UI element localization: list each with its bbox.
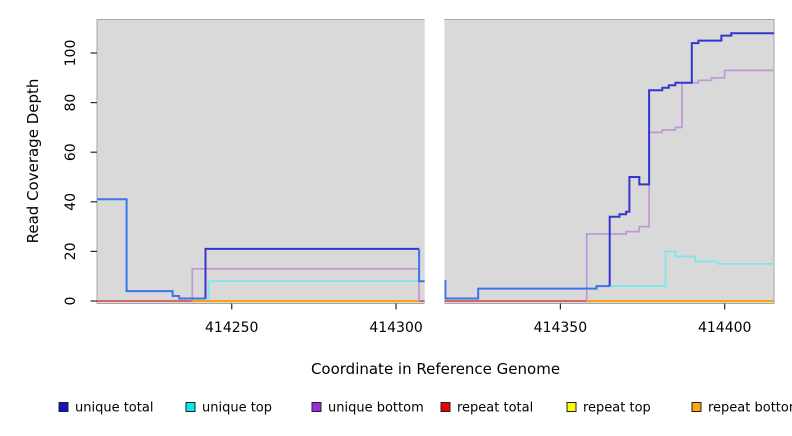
series-unique-total-mid (204, 247, 420, 299)
legend-item-unique-bottom: unique bottom (311, 401, 424, 416)
legend: unique total unique top unique bottom repea… (58, 401, 792, 416)
x-axis: 414250 414300 414350 414400 (205, 303, 751, 336)
legend-swatch (440, 402, 451, 412)
legend-item-repeat-top: repeat top (566, 401, 651, 416)
legend-swatch (311, 402, 322, 412)
x-tick-label: 414250 (205, 320, 258, 336)
y-tick-label: 40 (63, 193, 79, 211)
legend-swatch (691, 402, 702, 412)
legend-label: repeat top (583, 401, 651, 416)
series-unique-bottom-right (585, 69, 774, 301)
y-tick-label: 80 (63, 94, 79, 112)
y-tick-label: 20 (63, 242, 79, 260)
legend-swatch (58, 402, 69, 412)
y-axis: 0 20 40 60 80 100 (63, 40, 97, 306)
y-tick-label: 0 (63, 297, 79, 306)
legend-swatch (566, 402, 577, 412)
legend-label: unique bottom (328, 401, 424, 416)
y-tick-label: 60 (63, 143, 79, 161)
legend-label: unique top (202, 401, 272, 416)
series-lines (97, 32, 774, 302)
y-axis-title: Read Coverage Depth (24, 79, 42, 244)
legend-item-repeat-bottom: repeat bottom (691, 401, 792, 416)
legend-label: repeat total (457, 401, 533, 416)
legend-item-unique-total: unique total (58, 401, 153, 416)
series-unique-total-right (608, 32, 774, 287)
legend-label: repeat bottom (708, 401, 792, 416)
x-axis-title: Coordinate in Reference Genome (311, 360, 560, 378)
y-tick-label: 100 (63, 40, 79, 67)
x-tick-label: 414350 (534, 320, 587, 336)
series-unique-total-left-overlapping-unique-top (97, 198, 206, 300)
x-tick-label: 414300 (369, 320, 422, 336)
masked-gap-band (424, 19, 445, 304)
legend-item-unique-top: unique top (185, 401, 272, 416)
legend-label: unique total (75, 401, 153, 416)
x-tick-label: 414400 (698, 320, 751, 336)
series-unique-bottom-left (191, 267, 420, 301)
legend-item-repeat-total: repeat total (440, 401, 533, 416)
legend-swatch (185, 402, 196, 412)
